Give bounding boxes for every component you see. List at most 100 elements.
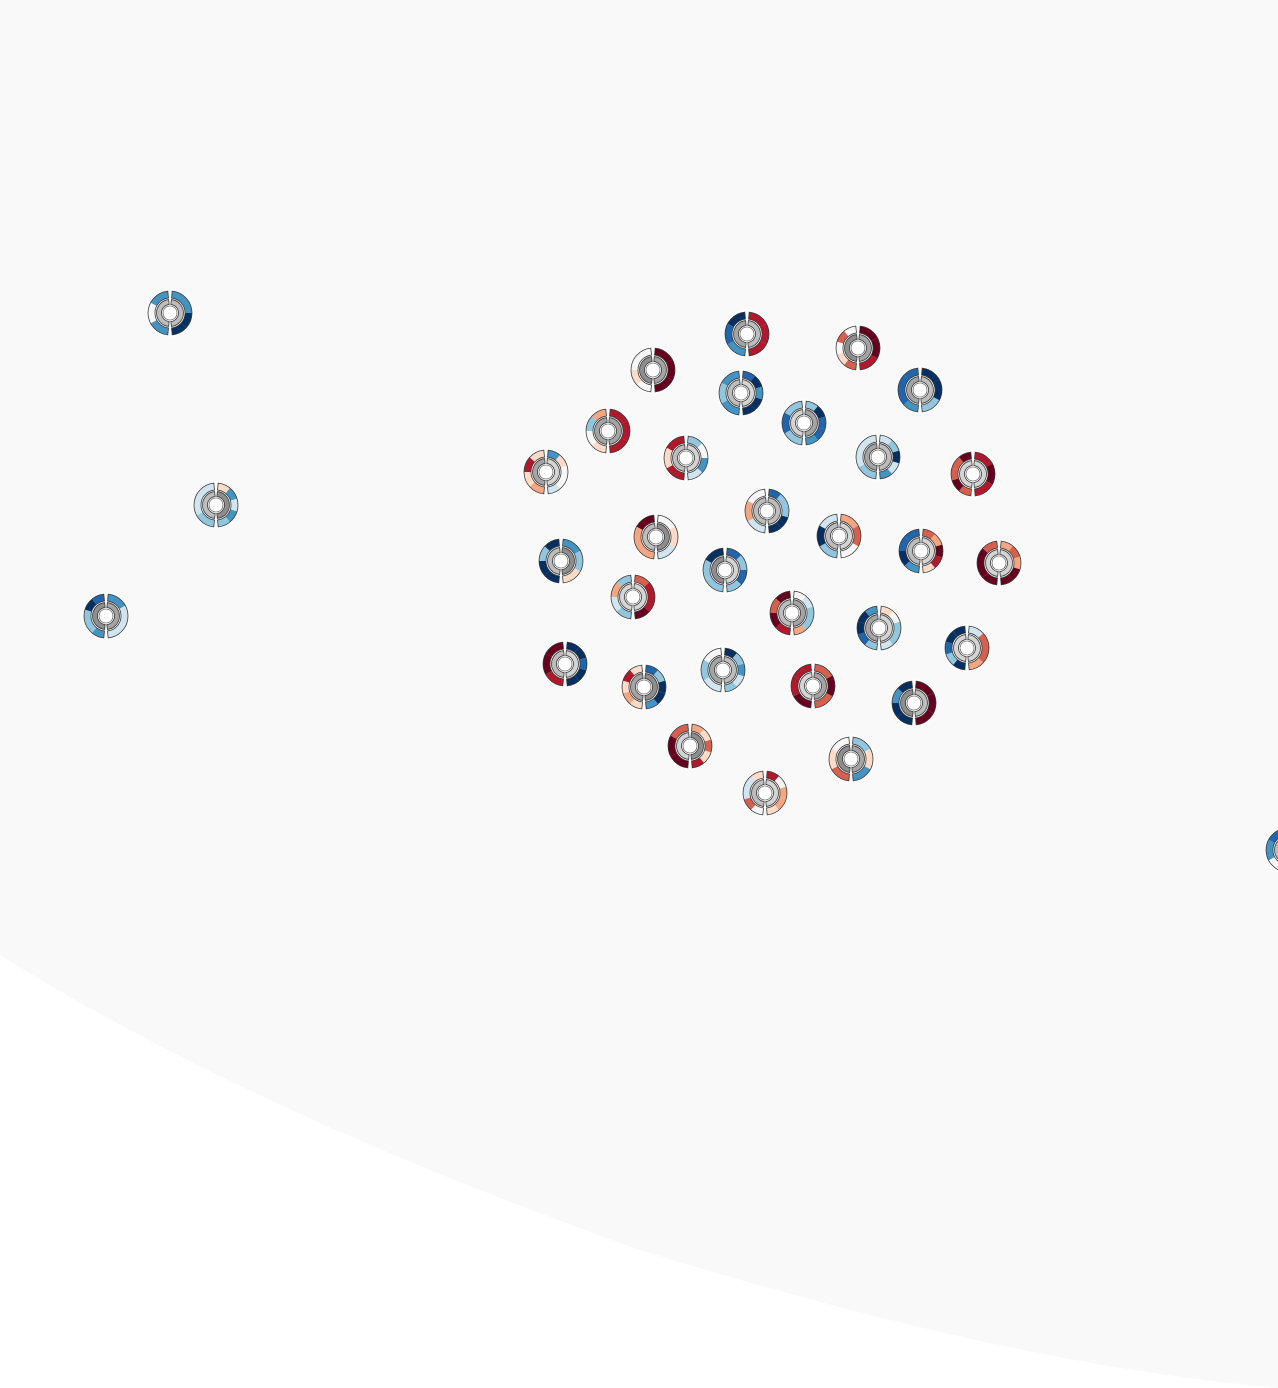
glyph-inner-segment bbox=[792, 599, 806, 627]
glyph-outer-outline bbox=[83, 593, 105, 639]
glyph-outer-outline bbox=[793, 590, 815, 636]
glyph-outer-outline bbox=[742, 770, 764, 816]
glyph-outer-segment bbox=[852, 737, 871, 752]
glyph-inner-segment bbox=[858, 334, 872, 362]
glyph-outer-segment bbox=[703, 677, 722, 692]
node-glyph[interactable] bbox=[82, 592, 130, 640]
glyph-inner-segment bbox=[653, 356, 667, 384]
node-glyph[interactable] bbox=[717, 369, 765, 417]
glyph-inner-segment bbox=[985, 549, 999, 577]
node-glyph[interactable] bbox=[741, 769, 789, 817]
node-glyph[interactable] bbox=[537, 537, 585, 585]
glyph-inner-segment bbox=[1274, 840, 1278, 860]
glyph-outer-segment bbox=[835, 341, 844, 355]
node-glyph[interactable] bbox=[854, 433, 902, 481]
glyph-outer-outline bbox=[922, 528, 944, 574]
glyph-center bbox=[959, 640, 975, 656]
glyph-outer-segment bbox=[616, 607, 632, 619]
glyph-outer-segment bbox=[670, 724, 689, 739]
node-glyph[interactable] bbox=[943, 624, 991, 672]
glyph-outer-segment bbox=[743, 797, 756, 810]
glyph-inner-segment bbox=[920, 376, 934, 404]
glyph-outer-outline bbox=[147, 290, 169, 336]
glyph-outer-segment bbox=[814, 664, 833, 679]
node-glyph[interactable] bbox=[584, 407, 632, 455]
glyph-outer-outline bbox=[1000, 540, 1022, 586]
node-glyph[interactable] bbox=[789, 662, 837, 710]
glyph-outer-segment bbox=[654, 348, 673, 363]
glyph-outer-segment bbox=[750, 397, 763, 410]
node-glyph[interactable] bbox=[662, 434, 710, 482]
node-glyph[interactable] bbox=[815, 512, 863, 560]
glyph-outer-outline bbox=[921, 367, 943, 413]
node-glyph[interactable] bbox=[827, 735, 875, 783]
node-glyph[interactable] bbox=[541, 640, 589, 688]
glyph-outer-segment bbox=[150, 320, 169, 335]
node-glyph[interactable] bbox=[897, 527, 945, 575]
glyph-inner-segment bbox=[690, 732, 704, 760]
node-glyph[interactable] bbox=[855, 604, 903, 652]
glyph-outer-outline bbox=[633, 514, 655, 560]
glyph-outer-outline bbox=[897, 367, 919, 413]
glyph-outer-segment bbox=[951, 457, 964, 470]
glyph-outer-segment bbox=[645, 665, 658, 676]
node-glyph[interactable] bbox=[632, 513, 680, 561]
glyph-outer-segment bbox=[622, 691, 635, 704]
glyph-outer-outline bbox=[702, 547, 724, 593]
glyph-outer-segment bbox=[898, 375, 909, 390]
node-glyph[interactable] bbox=[780, 399, 828, 447]
glyph-center bbox=[557, 656, 573, 672]
node-glyph[interactable] bbox=[896, 366, 944, 414]
glyph-outer-segment bbox=[611, 597, 622, 612]
glyph-center bbox=[162, 305, 178, 321]
node-glyph[interactable] bbox=[701, 546, 749, 594]
glyph-outer-segment bbox=[691, 757, 704, 768]
glyph-outer-segment bbox=[858, 435, 877, 450]
glyph-outer-segment bbox=[547, 483, 560, 494]
glyph-outer-outline bbox=[898, 528, 920, 574]
glyph-center bbox=[796, 415, 812, 431]
node-glyph[interactable] bbox=[699, 646, 747, 694]
glyph-outer-segment bbox=[790, 675, 800, 697]
glyph-outer-outline bbox=[968, 625, 990, 671]
glyph-center bbox=[678, 450, 694, 466]
glyph-outer-segment bbox=[828, 748, 838, 770]
glyph-inner-segment bbox=[778, 599, 792, 627]
node-glyph[interactable] bbox=[975, 539, 1023, 587]
node-glyph[interactable] bbox=[620, 663, 668, 711]
glyph-outer-outline bbox=[609, 408, 631, 454]
glyph-outer-segment bbox=[230, 498, 239, 512]
node-glyph[interactable] bbox=[146, 289, 194, 337]
glyph-outer-outline bbox=[585, 408, 607, 454]
node-glyph[interactable] bbox=[723, 310, 771, 358]
node-glyph[interactable] bbox=[890, 679, 938, 727]
glyph-outer-segment bbox=[748, 341, 767, 356]
node-glyph[interactable] bbox=[743, 487, 791, 535]
glyph-outer-segment bbox=[770, 613, 781, 628]
node-glyph[interactable] bbox=[609, 573, 657, 621]
glyph-outer-outline bbox=[562, 538, 584, 584]
glyph-outer-segment bbox=[793, 624, 806, 635]
node-glyph[interactable] bbox=[666, 722, 714, 770]
glyph-outer-segment bbox=[171, 323, 187, 335]
glyph-inner-segment bbox=[999, 549, 1013, 577]
glyph-outer-outline bbox=[769, 590, 791, 636]
glyph-outer-segment bbox=[732, 653, 745, 666]
glyph-inner-segment bbox=[686, 444, 700, 472]
node-glyph[interactable] bbox=[522, 448, 570, 496]
node-glyph[interactable] bbox=[949, 450, 997, 498]
node-glyph[interactable] bbox=[192, 481, 240, 529]
glyph-outer-outline bbox=[523, 449, 545, 495]
glyph-outer-segment bbox=[831, 766, 850, 781]
glyph-center bbox=[538, 464, 554, 480]
glyph-inner-segment bbox=[879, 614, 893, 642]
glyph-inner-segment bbox=[92, 602, 106, 630]
node-glyph[interactable] bbox=[834, 324, 882, 372]
node-glyph[interactable] bbox=[768, 589, 816, 637]
glyph-center bbox=[553, 553, 569, 569]
glyph-center bbox=[645, 362, 661, 378]
node-glyph[interactable] bbox=[1264, 827, 1278, 874]
node-glyph[interactable] bbox=[629, 346, 677, 394]
glyph-outer-segment bbox=[887, 440, 900, 453]
